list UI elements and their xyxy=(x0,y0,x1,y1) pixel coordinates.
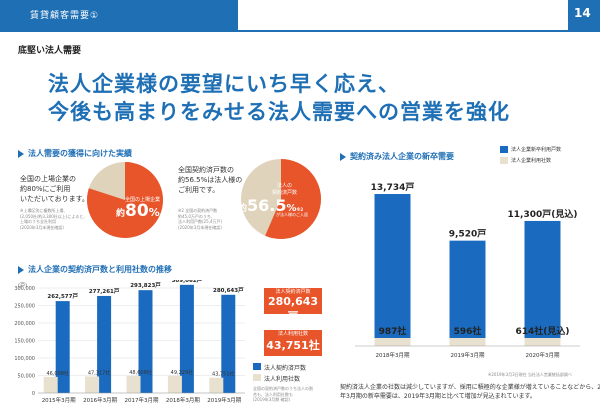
trend-bar-companies xyxy=(126,375,141,393)
contracts-donut-slice xyxy=(265,159,321,239)
trend-x-tick: 2016年3月期 xyxy=(83,396,117,404)
contracts-text: 全国契約済戸数の 約56.5%は法人様の ご利用です。 xyxy=(178,166,243,194)
trend-x-tick: 2017年3月期 xyxy=(125,396,159,404)
callout-companies: 法人利用社数 43,751社 xyxy=(264,330,322,356)
trend-chart: (戸)300,000 250,000 200,000 150,000 100,000 50… xyxy=(14,280,245,404)
trend-y-tick: 200,000 xyxy=(14,321,35,327)
trend-bar-units xyxy=(138,290,153,393)
trend-subhead: 法人企業の契約済戸数と利用社数の推移 xyxy=(18,264,172,275)
trend-companies-label: 48,609社 xyxy=(129,369,152,376)
trend-companies-label: 47,317社 xyxy=(88,369,111,376)
callout-units: 法人契約済戸数 280,643戸 xyxy=(264,288,322,323)
contracts-donut-label: 法人の 契約済戸数 xyxy=(272,183,298,196)
contracts-note: ※2 全国の契約済戸数 約45,0万戸のうち、 法人利用戸数(25,4万戸) (… xyxy=(178,208,223,230)
share-donut-label: 全国の上場企業 xyxy=(125,197,161,203)
share-note: ※上場区別に複数所上場、 (2,050社/約3,300社以上)によると、 上場の… xyxy=(20,208,88,230)
header-title: 賃貸顧客需要① xyxy=(30,11,100,21)
newgrad-legend-units: 法人企業新卒利用戸数 xyxy=(511,147,562,153)
contracts-donut-value: 約56.5%※2 xyxy=(238,196,304,215)
trend-unit-label: (戸) xyxy=(18,283,27,289)
newgrad-companies-label: 614社(見込) xyxy=(515,325,569,337)
newgrad-companies-label: 987社 xyxy=(379,325,407,337)
newgrad-chart: 13,734戸 987社 2018年3月期 9,520戸 596社 2019年3月期 11,… xyxy=(355,182,580,359)
trend-y-tick: 100,000 xyxy=(14,356,35,362)
newgrad-bar-units xyxy=(374,194,411,346)
newgrad-legend-companies-swatch xyxy=(500,157,508,164)
section-label: 底堅い法人需要 xyxy=(18,46,82,56)
contracts-donut-sublabel: が法人様のご入居 xyxy=(276,212,308,217)
header-divider xyxy=(0,30,600,32)
newgrad-x-tick: 2019年3月期 xyxy=(451,351,485,359)
newgrad-note: ※2019年3月3日現在 当社法人営業統括部調べ xyxy=(488,372,572,377)
trend-x-tick: 2019年3月期 xyxy=(207,396,241,404)
share-donut-slice xyxy=(87,162,163,238)
share-text: 全国の上場企業の 約80%にご利用 いただいております。 xyxy=(20,175,89,203)
page-number-box xyxy=(568,0,600,30)
trend-bar-units xyxy=(221,294,236,393)
newgrad-legend-units-swatch xyxy=(500,146,508,153)
trend-note: 全国の契約済戸数のうち法人の割 合も、法人利用社数も (2019年3月期 確認) xyxy=(253,386,313,402)
newgrad-x-tick: 2020年3月期 xyxy=(526,351,560,359)
contracts-donut-chart xyxy=(241,159,321,239)
triangle-bullet-icon xyxy=(18,149,24,158)
newgrad-bar-companies xyxy=(524,338,561,346)
newgrad-companies-label: 596社 xyxy=(454,325,482,337)
newgrad-legend-companies: 法人企業利用社数 xyxy=(511,158,552,164)
trend-bar-companies xyxy=(167,375,182,393)
trend-legend-units: 法人契約済戸数 xyxy=(264,365,307,372)
trend-legend-units-swatch xyxy=(253,363,261,370)
newgrad-subhead: 契約済み法人企業の新卒需要 xyxy=(340,151,454,162)
trend-units-label: 293,823戸 xyxy=(130,281,161,289)
share-donut-value: 約80% xyxy=(116,201,160,221)
trend-companies-label: 46,008社 xyxy=(46,370,69,377)
page-number: 14 xyxy=(574,6,591,20)
newgrad-x-tick: 2018年3月期 xyxy=(376,351,410,359)
newgrad-bar-units xyxy=(449,240,486,346)
trend-units-label: 277,261戸 xyxy=(89,287,120,295)
trend-bar-units xyxy=(97,295,112,393)
trend-units-label: 262,577戸 xyxy=(47,292,78,300)
trend-units-label: 309,062戸 xyxy=(172,280,203,284)
trend-bar-units xyxy=(179,284,194,393)
trend-x-tick: 2015年3月期 xyxy=(42,396,76,404)
trend-companies-label: 43,751社 xyxy=(212,371,235,378)
trend-legend-companies: 法人利用社数 xyxy=(264,376,301,383)
trend-y-tick: 0 xyxy=(32,391,35,397)
newgrad-bar-companies xyxy=(449,338,486,346)
trend-bar-companies xyxy=(43,376,58,393)
trend-y-tick: 250,000 xyxy=(14,304,35,310)
trend-y-tick: 150,000 xyxy=(14,339,35,345)
trend-y-tick: 50,000 xyxy=(18,374,36,380)
bottom-text: 契約済法人企業の社数は減少していますが、採用に積極的な企業様が増えていることなど… xyxy=(340,384,600,400)
share-donut-chart xyxy=(87,162,163,238)
trend-bar-units xyxy=(55,301,70,393)
trend-bar-companies xyxy=(209,377,224,393)
trend-legend-companies-swatch xyxy=(253,374,261,381)
trend-units-label: 280,643戸 xyxy=(213,286,244,294)
newgrad-bar-companies xyxy=(374,338,411,346)
newgrad-bar-units xyxy=(524,220,561,346)
headline-line2: 今後も高まりをみせる法人需要への営業を強化 xyxy=(48,100,510,124)
header-tab xyxy=(0,0,238,30)
triangle-bullet-icon xyxy=(18,265,24,274)
newgrad-units-label: 9,520戸 xyxy=(449,229,486,240)
triangle-bullet-icon xyxy=(340,152,346,161)
trend-y-tick: 300,000 xyxy=(14,286,35,292)
newgrad-units-label: 13,734戸 xyxy=(371,182,415,193)
trend-x-tick: 2018年3月期 xyxy=(166,396,200,404)
newgrad-units-label: 11,300戸(見込) xyxy=(508,208,578,220)
headline-line1: 法人企業様の要望にいち早く応え、 xyxy=(48,72,400,96)
trend-bar-companies xyxy=(85,376,100,393)
trend-companies-label: 49,229社 xyxy=(171,369,194,376)
achievements-subhead: 法人需要の獲得に向けた実績 xyxy=(18,148,132,159)
